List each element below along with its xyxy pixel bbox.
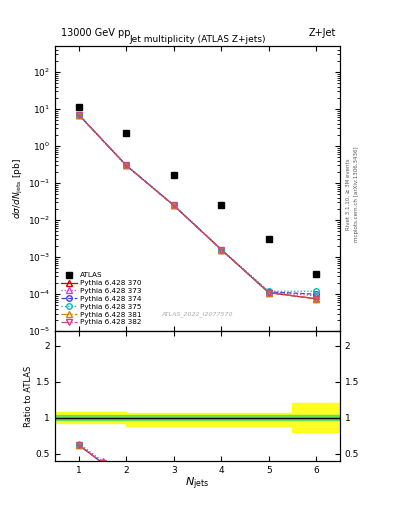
Pythia 6.428 374: [171, 202, 176, 208]
Pythia 6.428 382: [124, 162, 129, 168]
Pythia 6.428 381: [266, 290, 271, 296]
Text: Rivet 3.1.10, ≥ 3M events: Rivet 3.1.10, ≥ 3M events: [346, 159, 351, 230]
Pythia 6.428 375: [76, 112, 81, 118]
Pythia 6.428 381: [76, 112, 81, 118]
Text: Z+Jet: Z+Jet: [309, 28, 336, 38]
Pythia 6.428 370: [266, 290, 271, 296]
Pythia 6.428 370: [219, 246, 224, 252]
Pythia 6.428 373: [266, 289, 271, 295]
X-axis label: $N_\mathrm{jets}$: $N_\mathrm{jets}$: [185, 476, 209, 493]
Line: Pythia 6.428 373: Pythia 6.428 373: [76, 112, 319, 298]
ATLAS: [219, 202, 224, 208]
Pythia 6.428 382: [314, 296, 319, 302]
Pythia 6.428 370: [76, 112, 81, 118]
Pythia 6.428 381: [171, 202, 176, 208]
Pythia 6.428 381: [314, 296, 319, 302]
Pythia 6.428 382: [266, 290, 271, 296]
Pythia 6.428 382: [171, 202, 176, 208]
Pythia 6.428 373: [76, 112, 81, 118]
ATLAS: [266, 237, 271, 243]
Line: Pythia 6.428 382: Pythia 6.428 382: [76, 112, 319, 302]
ATLAS: [171, 172, 176, 178]
Y-axis label: $d\sigma/dN_\mathrm{jets}$ [pb]: $d\sigma/dN_\mathrm{jets}$ [pb]: [12, 158, 25, 219]
Line: Pythia 6.428 370: Pythia 6.428 370: [76, 112, 319, 302]
Pythia 6.428 373: [314, 293, 319, 299]
Line: Pythia 6.428 374: Pythia 6.428 374: [76, 112, 319, 297]
Pythia 6.428 374: [314, 291, 319, 297]
Pythia 6.428 374: [124, 162, 129, 168]
Pythia 6.428 374: [76, 112, 81, 118]
Legend: ATLAS, Pythia 6.428 370, Pythia 6.428 373, Pythia 6.428 374, Pythia 6.428 375, P: ATLAS, Pythia 6.428 370, Pythia 6.428 37…: [59, 270, 144, 328]
Text: ATLAS_2022_I2077570: ATLAS_2022_I2077570: [162, 311, 233, 317]
Pythia 6.428 370: [171, 202, 176, 208]
Pythia 6.428 373: [124, 162, 129, 168]
Pythia 6.428 374: [219, 246, 224, 252]
Text: mcplots.cern.ch [arXiv:1306.3436]: mcplots.cern.ch [arXiv:1306.3436]: [354, 147, 359, 242]
ATLAS: [124, 130, 129, 136]
Pythia 6.428 375: [314, 288, 319, 294]
Pythia 6.428 370: [124, 162, 129, 168]
Pythia 6.428 382: [76, 112, 81, 118]
Pythia 6.428 370: [314, 296, 319, 302]
Title: Jet multiplicity (ATLAS Z+jets): Jet multiplicity (ATLAS Z+jets): [129, 35, 266, 44]
ATLAS: [76, 104, 81, 111]
Text: 13000 GeV pp: 13000 GeV pp: [61, 28, 130, 38]
Pythia 6.428 373: [171, 202, 176, 208]
Pythia 6.428 381: [124, 162, 129, 168]
Pythia 6.428 375: [266, 288, 271, 294]
Pythia 6.428 381: [219, 246, 224, 252]
Pythia 6.428 375: [219, 246, 224, 252]
ATLAS: [314, 271, 319, 277]
Y-axis label: Ratio to ATLAS: Ratio to ATLAS: [24, 366, 33, 426]
Line: ATLAS: ATLAS: [75, 104, 320, 278]
Pythia 6.428 373: [219, 246, 224, 252]
Pythia 6.428 382: [219, 246, 224, 252]
Pythia 6.428 375: [124, 162, 129, 168]
Line: Pythia 6.428 381: Pythia 6.428 381: [76, 112, 319, 302]
Line: Pythia 6.428 375: Pythia 6.428 375: [76, 112, 319, 294]
Pythia 6.428 374: [266, 289, 271, 295]
Pythia 6.428 375: [171, 202, 176, 208]
